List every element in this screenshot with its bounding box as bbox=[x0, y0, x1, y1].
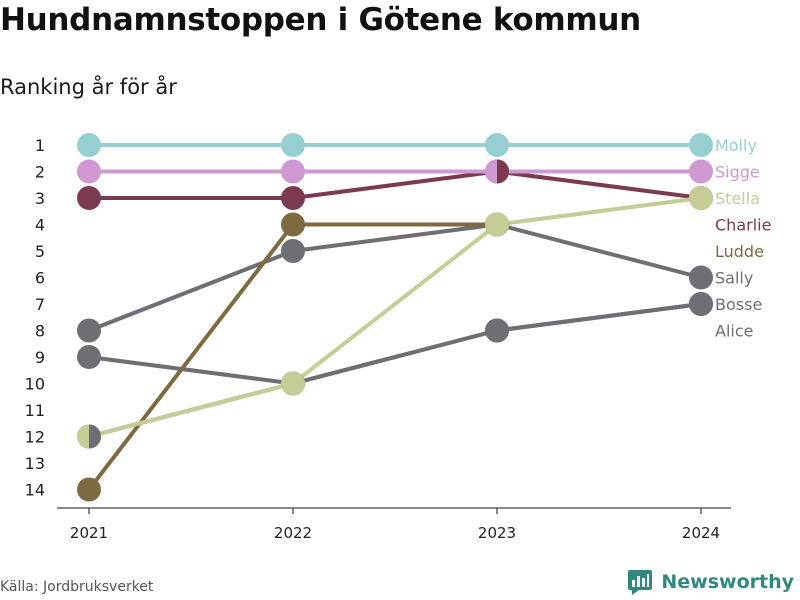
series-label-ludde: Ludde bbox=[715, 242, 764, 261]
data-point-sally bbox=[689, 265, 713, 290]
series-label-charlie: Charlie bbox=[715, 216, 771, 235]
series-end-labels: Molly Sigge Stella Charlie Ludde Sally Bosse Al… bbox=[715, 136, 771, 341]
series-line-charlie bbox=[87, 169, 703, 200]
data-point-molly bbox=[689, 133, 713, 157]
data-point-bosse bbox=[689, 292, 713, 316]
y-tick-label: 10 bbox=[25, 375, 45, 394]
data-point-bosse bbox=[485, 318, 509, 343]
data-point-sally bbox=[77, 318, 101, 343]
series-label-alice: Alice bbox=[715, 322, 753, 341]
split-marker-right bbox=[497, 159, 509, 184]
data-point-sigge bbox=[689, 159, 713, 184]
y-tick-label: 8 bbox=[35, 322, 45, 341]
newsworthy-brand: Newsworthy bbox=[627, 569, 794, 595]
series-label-bosse: Bosse bbox=[715, 295, 762, 314]
data-point-sigge bbox=[281, 159, 305, 184]
chart-subtitle: Ranking år för år bbox=[0, 75, 177, 99]
y-tick-label: 2 bbox=[35, 163, 45, 182]
data-point-charlie bbox=[77, 186, 101, 210]
series-line-sally bbox=[87, 222, 703, 333]
x-tick-label: 2022 bbox=[274, 524, 312, 542]
data-point-molly bbox=[485, 133, 509, 157]
y-tick-label: 14 bbox=[25, 481, 45, 500]
data-point-molly bbox=[281, 133, 305, 157]
split-marker-left bbox=[485, 159, 497, 184]
data-point-sally bbox=[281, 239, 305, 263]
series-lines bbox=[87, 143, 703, 492]
chart-title: Hundnamnstoppen i Götene kommun bbox=[0, 2, 641, 38]
data-point-stella bbox=[281, 371, 305, 396]
series-line-bosse bbox=[87, 302, 703, 386]
y-tick-label: 11 bbox=[25, 401, 45, 420]
series-markers bbox=[77, 133, 713, 502]
x-tick-label: 2023 bbox=[478, 524, 516, 542]
source-note: Källa: Jordbruksverket bbox=[0, 579, 154, 595]
y-tick-label: 1 bbox=[35, 136, 45, 155]
x-tick-label: 2021 bbox=[70, 524, 108, 542]
newsworthy-logo-icon bbox=[628, 570, 653, 595]
y-tick-label: 9 bbox=[35, 348, 45, 367]
y-tick-label: 6 bbox=[35, 269, 45, 288]
y-tick-label: 5 bbox=[35, 242, 45, 261]
series-label-molly: Molly bbox=[715, 136, 757, 155]
split-marker-right bbox=[89, 424, 101, 449]
data-point-stella bbox=[485, 212, 509, 237]
y-tick-label: 13 bbox=[25, 454, 45, 473]
brand-name: Newsworthy bbox=[661, 571, 794, 593]
x-axis: 2021 2022 2023 2024 bbox=[70, 508, 720, 542]
split-marker-left bbox=[77, 424, 89, 449]
data-point-ludde bbox=[281, 212, 305, 237]
data-point-ludde bbox=[77, 477, 101, 502]
data-point-sigge bbox=[77, 159, 101, 184]
x-tick-label: 2024 bbox=[682, 524, 720, 542]
y-tick-label: 3 bbox=[35, 189, 45, 208]
series-label-stella: Stella bbox=[715, 189, 760, 208]
data-point-stella bbox=[689, 186, 713, 210]
y-tick-label: 7 bbox=[35, 295, 45, 314]
y-tick-label: 4 bbox=[35, 216, 45, 235]
data-point-charlie bbox=[281, 186, 305, 210]
series-line-ludde bbox=[87, 222, 499, 492]
y-tick-label: 12 bbox=[25, 428, 45, 447]
series-line-stella bbox=[87, 196, 703, 439]
data-point-bosse bbox=[77, 345, 101, 369]
series-label-sigge: Sigge bbox=[715, 163, 760, 182]
data-point-molly bbox=[77, 133, 101, 157]
series-label-sally: Sally bbox=[715, 269, 753, 288]
